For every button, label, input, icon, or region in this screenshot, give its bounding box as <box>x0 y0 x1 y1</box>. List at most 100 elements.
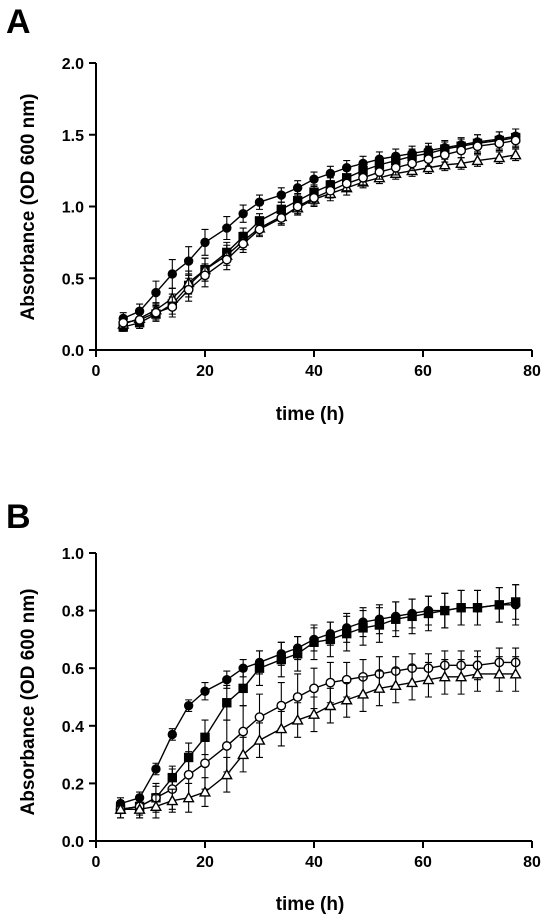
series-b-filled-square <box>115 584 521 819</box>
data-point-b-1 <box>309 637 319 647</box>
data-point-b-3 <box>166 794 179 806</box>
data-point-a-3 <box>254 224 265 235</box>
x-tick-label-b: 40 <box>305 854 323 871</box>
x-tick-label-b: 60 <box>414 854 432 871</box>
series-line-a-2 <box>123 154 516 325</box>
plot-area-b: 0.0 0.2 0.4 0.6 0.8 1.0 0 20 40 60 80 <box>62 546 541 871</box>
data-point-b-2 <box>200 758 210 769</box>
data-point-a-3 <box>439 149 450 160</box>
y-tick-label-b: 1.0 <box>62 546 84 563</box>
data-point-a-3 <box>456 145 467 156</box>
series-a-open-circle <box>118 132 521 330</box>
data-point-b-3 <box>133 803 146 814</box>
data-point-b-1 <box>325 634 336 645</box>
y-tick-label-a: 1.5 <box>62 128 84 145</box>
data-point-a-0 <box>183 256 194 266</box>
series-a-filled-square <box>118 128 521 332</box>
x-axis-title-b: time (h) <box>276 894 345 915</box>
data-point-a-3 <box>151 307 161 318</box>
data-point-b-2 <box>325 677 336 688</box>
y-tick-label-b: 0.0 <box>62 834 84 851</box>
plot-area-a: 0.0 0.5 1.0 1.5 2.0 0 20 40 60 80 <box>62 56 541 380</box>
panel-b: B time (h) Absorbance (OD 600 nm) 0.0 0.2… <box>6 498 541 915</box>
x-tick-label-b: 80 <box>523 854 541 871</box>
panel-label-a: A <box>6 3 31 41</box>
panel-a: A time (h) Absorbance (OD 600 nm) 0.0 0.5… <box>6 3 541 425</box>
data-point-b-1 <box>238 683 248 694</box>
data-point-a-3 <box>358 172 368 183</box>
series-line-b-0 <box>120 604 516 805</box>
data-point-a-3 <box>472 141 483 152</box>
data-point-b-3 <box>357 687 370 699</box>
data-point-a-3 <box>292 201 303 212</box>
data-point-b-3 <box>182 791 195 803</box>
data-point-a-3 <box>167 302 178 312</box>
y-axis-title-b: Absorbance (OD 600 nm) <box>18 589 39 816</box>
data-point-b-3 <box>406 676 419 688</box>
data-point-b-1 <box>391 614 401 624</box>
y-tick-label-a: 1.0 <box>62 200 84 217</box>
data-point-a-3 <box>374 167 385 177</box>
data-point-b-1 <box>374 620 385 630</box>
data-point-b-0 <box>167 729 178 740</box>
data-point-b-2 <box>292 692 303 702</box>
data-point-a-0 <box>200 237 210 248</box>
data-point-a-3 <box>238 238 249 249</box>
data-point-a-0 <box>222 223 232 233</box>
data-point-a-0 <box>325 168 336 179</box>
data-point-a-0 <box>238 208 248 219</box>
data-point-a-3 <box>407 158 417 169</box>
data-point-a-0 <box>254 197 265 207</box>
x-tick-label-a: 0 <box>92 363 101 380</box>
data-point-b-2 <box>276 700 287 711</box>
data-point-a-3 <box>325 185 336 196</box>
data-point-a-2 <box>422 161 435 173</box>
data-point-b-3 <box>114 803 127 814</box>
data-point-a-3 <box>341 178 352 189</box>
data-point-a-2 <box>455 157 468 169</box>
data-point-a-2 <box>438 158 451 170</box>
x-tick-label-a: 20 <box>196 363 214 380</box>
data-point-b-1 <box>423 608 434 619</box>
data-point-b-1 <box>494 600 505 610</box>
data-point-b-3 <box>471 667 484 679</box>
data-point-b-3 <box>340 693 353 705</box>
x-tick-label-b: 0 <box>92 854 101 871</box>
y-tick-label-b: 0.8 <box>62 604 84 621</box>
data-point-a-3 <box>118 317 129 328</box>
data-point-b-1 <box>342 628 352 639</box>
data-point-b-3 <box>275 722 288 734</box>
data-point-b-3 <box>438 670 451 682</box>
x-tick-label-a: 80 <box>523 363 541 380</box>
data-point-b-1 <box>472 603 483 613</box>
data-point-a-3 <box>200 270 210 281</box>
data-point-b-3 <box>237 748 250 760</box>
data-point-a-2 <box>471 154 484 166</box>
y-tick-label-a: 2.0 <box>62 56 84 73</box>
data-point-a-2 <box>493 151 506 163</box>
series-b-open-triangle <box>114 656 522 819</box>
data-point-b-3 <box>291 713 304 725</box>
data-point-a-3 <box>494 138 505 149</box>
x-axis-title-a: time (h) <box>276 404 345 425</box>
data-point-b-1 <box>292 649 303 659</box>
data-point-b-0 <box>200 686 210 696</box>
data-point-a-3 <box>134 314 145 325</box>
y-tick-label-b: 0.2 <box>62 776 84 793</box>
data-point-a-3 <box>423 154 434 165</box>
y-axis-title-a: Absorbance (OD 600 nm) <box>18 94 39 321</box>
data-point-b-0 <box>151 764 161 774</box>
y-tick-label-b: 0.6 <box>62 661 84 678</box>
y-tick-label-a: 0.5 <box>62 271 84 288</box>
data-point-b-3 <box>220 768 233 780</box>
data-point-b-1 <box>254 663 265 673</box>
data-point-a-3 <box>221 254 232 265</box>
series-line-b-2 <box>120 661 516 811</box>
data-point-b-3 <box>389 679 402 691</box>
panel-label-b: B <box>6 498 31 536</box>
data-point-b-1 <box>407 611 417 622</box>
series-a-open-triangle <box>117 148 522 330</box>
data-point-b-3 <box>509 667 522 679</box>
